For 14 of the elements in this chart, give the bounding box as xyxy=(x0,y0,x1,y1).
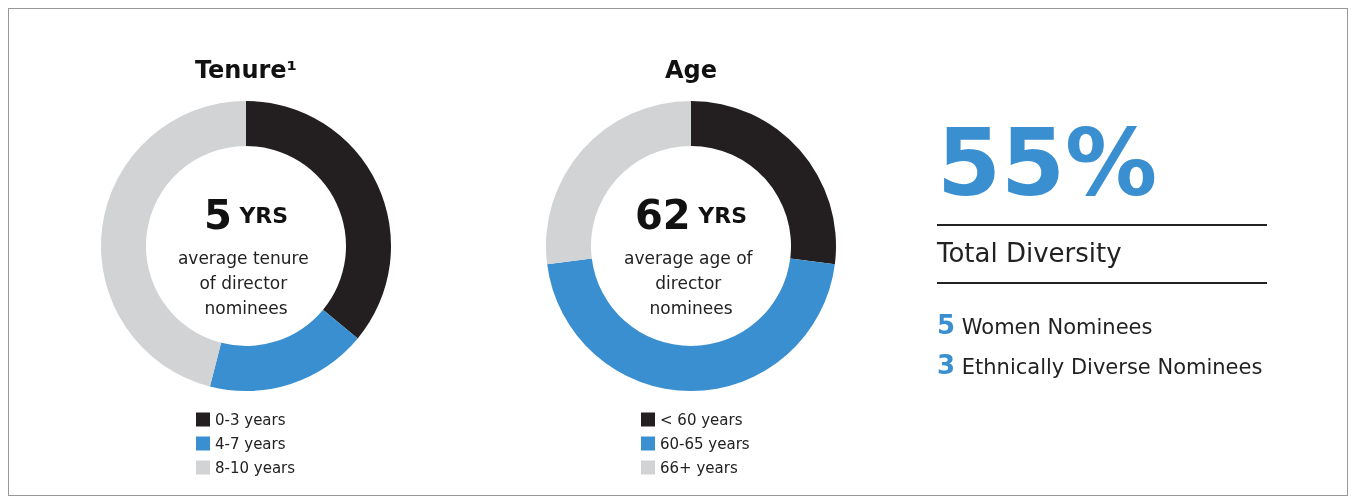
text: 55% xyxy=(937,110,1159,217)
text: 3 Ethnically Diverse Nominees xyxy=(937,350,1264,380)
legend-label: 60-65 years xyxy=(660,434,750,453)
chart-title: Age xyxy=(664,56,718,84)
legend-label: < 60 years xyxy=(660,410,743,429)
text: average age of director nominees xyxy=(624,247,758,318)
chart-title: Tenure¹ xyxy=(194,56,298,84)
legend-label: 0-3 years xyxy=(215,410,286,429)
text: Total Diversity xyxy=(937,237,1123,270)
legend-label: 4-7 years xyxy=(215,434,286,453)
legend-label: 8-10 years xyxy=(215,458,296,477)
text: 5 Women Nominees xyxy=(937,310,1154,340)
text: average tenure of director nominees xyxy=(177,247,315,318)
legend-label: 66+ years xyxy=(660,458,738,477)
